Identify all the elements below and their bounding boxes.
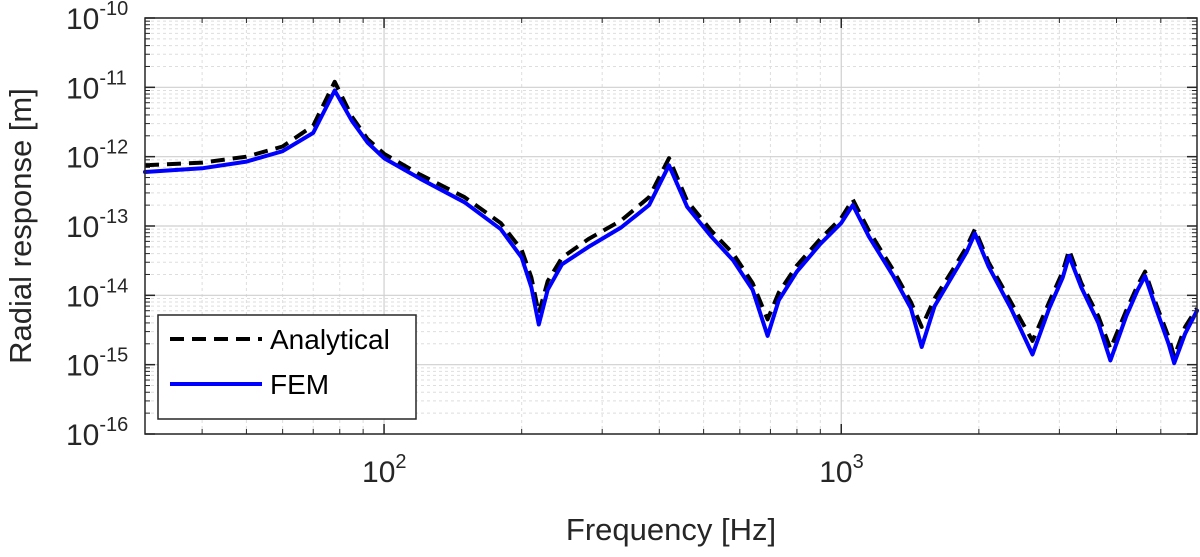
legend-box — [157, 314, 417, 420]
ticks — [145, 17, 1197, 435]
legend-label-fem: FEM — [270, 369, 329, 400]
y-tick-label: 10-13 — [66, 206, 128, 244]
legend: Analytical FEM — [157, 314, 417, 420]
y-tick-label: 10-15 — [66, 345, 128, 383]
y-tick-label: 10-12 — [66, 137, 128, 175]
series-line-analytical — [144, 79, 1199, 359]
y-tick-label: 10-16 — [66, 414, 128, 452]
legend-label-analytical: Analytical — [270, 324, 390, 355]
tick-labels: 102 103 10-10 10-11 10-12 10-13 10-14 10-15 10-1… — [66, 0, 864, 489]
y-tick-label: 10-14 — [66, 275, 128, 313]
y-axis-label: Radial response [m] — [3, 88, 38, 364]
y-tick-label: 10-11 — [66, 67, 127, 105]
y-tick-label: 10-10 — [66, 0, 128, 36]
x-tick-label: 103 — [819, 451, 864, 489]
x-tick-label: 102 — [362, 451, 407, 489]
series-line-fem — [143, 88, 1199, 366]
x-axis-label: Frequency [Hz] — [566, 512, 776, 547]
series-group — [143, 79, 1199, 366]
